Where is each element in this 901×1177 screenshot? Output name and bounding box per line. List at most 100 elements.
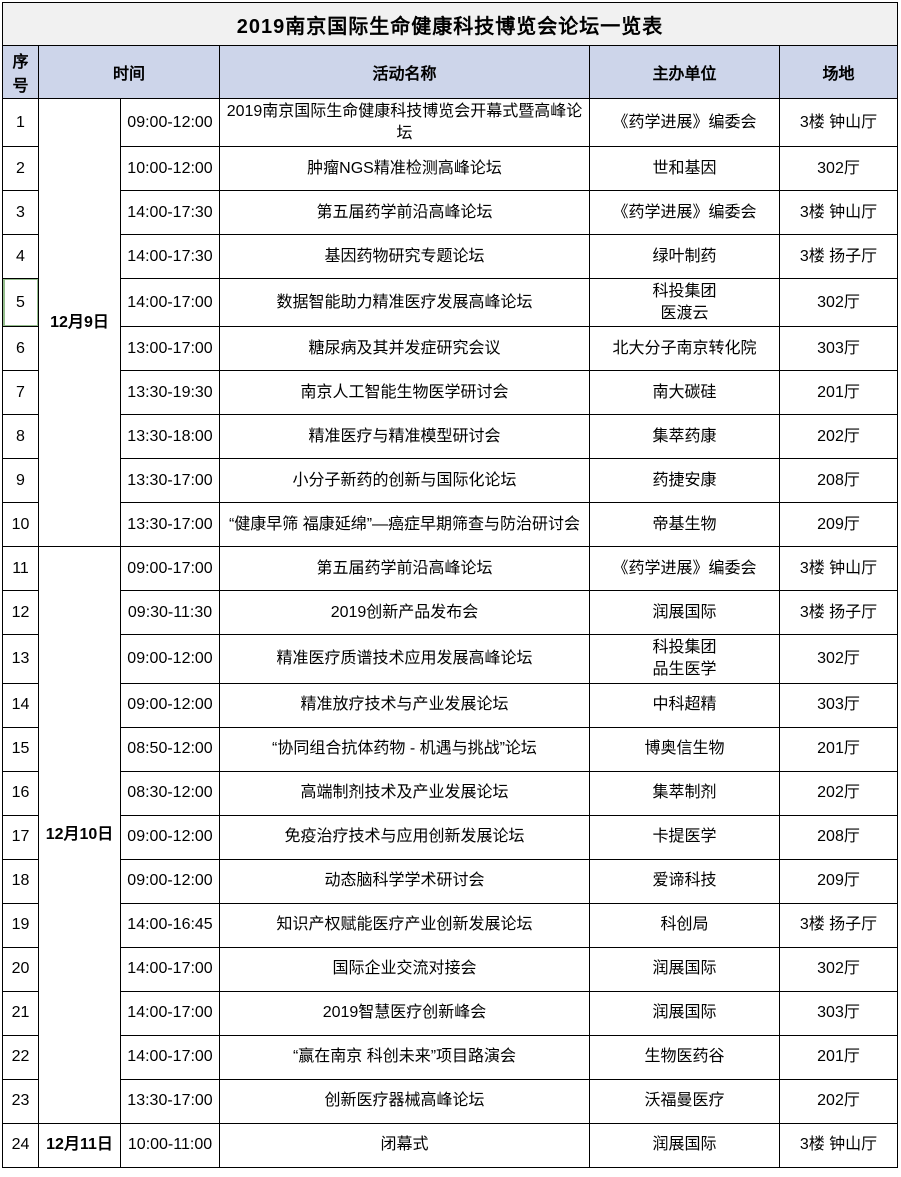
cell-time: 13:30-18:00	[120, 414, 220, 460]
cell-venue: 208厅	[779, 458, 898, 504]
cell-seq: 24	[2, 1122, 39, 1168]
cell-seq: 21	[2, 990, 39, 1036]
cell-date: 12月9日	[38, 97, 121, 548]
cell-organizer: 科投集团 品生医学	[589, 634, 780, 684]
cell-time: 14:00-17:00	[120, 278, 220, 328]
cell-organizer: 《药学进展》编委会	[589, 546, 780, 592]
cell-time: 08:30-12:00	[120, 770, 220, 816]
cell-organizer: 《药学进展》编委会	[589, 190, 780, 236]
cell-time: 13:00-17:00	[120, 326, 220, 372]
cell-activity: 精准放疗技术与产业发展论坛	[219, 682, 590, 728]
cell-seq: 13	[2, 634, 39, 684]
cell-seq: 7	[2, 370, 39, 416]
table-row: 2 10:00-12:00 肿瘤NGS精准检测高峰论坛 世和基因 302厅	[2, 146, 898, 192]
cell-time: 14:00-17:30	[120, 190, 220, 236]
column-header-activity: 活动名称	[219, 45, 590, 99]
cell-organizer: 集萃制剂	[589, 770, 780, 816]
cell-organizer: 绿叶制药	[589, 234, 780, 280]
table-row: 19 14:00-16:45 知识产权赋能医疗产业创新发展论坛 科创局 3楼 扬子厅	[2, 902, 898, 948]
cell-organizer: 卡提医学	[589, 814, 780, 860]
table-row: 18 09:00-12:00 动态脑科学学术研讨会 爱谛科技 209厅	[2, 858, 898, 904]
cell-date: 12月10日	[38, 546, 121, 1124]
cell-venue: 303厅	[779, 990, 898, 1036]
cell-venue: 302厅	[779, 634, 898, 684]
cell-venue: 3楼 扬子厅	[779, 902, 898, 948]
cell-seq: 5	[2, 278, 39, 328]
table-row: 13 09:00-12:00 精准医疗质谱技术应用发展高峰论坛 科投集团 品生医学 30…	[2, 634, 898, 684]
cell-organizer: 集萃药康	[589, 414, 780, 460]
cell-activity: 数据智能助力精准医疗发展高峰论坛	[219, 278, 590, 328]
table-row: 14 09:00-12:00 精准放疗技术与产业发展论坛 中科超精 303厅	[2, 682, 898, 728]
cell-activity: “协同组合抗体药物 - 机遇与挑战”论坛	[219, 726, 590, 772]
cell-organizer: 科创局	[589, 902, 780, 948]
cell-seq: 18	[2, 858, 39, 904]
table-row: 17 09:00-12:00 免疫治疗技术与应用创新发展论坛 卡提医学 208厅	[2, 814, 898, 860]
cell-activity: 知识产权赋能医疗产业创新发展论坛	[219, 902, 590, 948]
cell-activity: 肿瘤NGS精准检测高峰论坛	[219, 146, 590, 192]
table-row: 7 13:30-19:30 南京人工智能生物医学研讨会 南大碳硅 201厅	[2, 370, 898, 416]
cell-activity: 小分子新药的创新与国际化论坛	[219, 458, 590, 504]
cell-time: 09:00-12:00	[120, 634, 220, 684]
table-row: 6 13:00-17:00 糖尿病及其并发症研究会议 北大分子南京转化院 303厅	[2, 326, 898, 372]
cell-activity: 高端制剂技术及产业发展论坛	[219, 770, 590, 816]
column-header-time: 时间	[38, 45, 220, 99]
cell-time: 14:00-17:30	[120, 234, 220, 280]
cell-activity: 动态脑科学学术研讨会	[219, 858, 590, 904]
cell-activity: 南京人工智能生物医学研讨会	[219, 370, 590, 416]
table-row: 11 12月10日 09:00-17:00 第五届药学前沿高峰论坛 《药学进展》编委会 3…	[2, 546, 898, 1124]
cell-time: 13:30-17:00	[120, 1078, 220, 1124]
cell-venue: 3楼 钟山厅	[779, 546, 898, 592]
cell-venue: 303厅	[779, 682, 898, 728]
cell-venue: 3楼 钟山厅	[779, 1122, 898, 1168]
cell-seq: 17	[2, 814, 39, 860]
cell-time: 09:00-12:00	[120, 682, 220, 728]
column-header-seq: 序号	[2, 45, 39, 99]
cell-organizer: 南大碳硅	[589, 370, 780, 416]
cell-seq: 6	[2, 326, 39, 372]
cell-seq: 3	[2, 190, 39, 236]
cell-seq: 9	[2, 458, 39, 504]
table-row: 8 13:30-18:00 精准医疗与精准模型研讨会 集萃药康 202厅	[2, 414, 898, 460]
table-row: 3 14:00-17:30 第五届药学前沿高峰论坛 《药学进展》编委会 3楼 钟山厅	[2, 190, 898, 236]
cell-activity: 精准医疗与精准模型研讨会	[219, 414, 590, 460]
cell-organizer: 爱谛科技	[589, 858, 780, 904]
table-row: 15 08:50-12:00 “协同组合抗体药物 - 机遇与挑战”论坛 博奥信生物 20…	[2, 726, 898, 772]
cell-seq: 4	[2, 234, 39, 280]
cell-organizer: 科投集团 医渡云	[589, 278, 780, 328]
cell-seq: 16	[2, 770, 39, 816]
cell-venue: 3楼 钟山厅	[779, 97, 898, 148]
table-row: 12 09:30-11:30 2019创新产品发布会 润展国际 3楼 扬子厅	[2, 590, 898, 636]
cell-venue: 3楼 扬子厅	[779, 590, 898, 636]
cell-time: 09:00-12:00	[120, 814, 220, 860]
cell-venue: 209厅	[779, 502, 898, 548]
cell-venue: 303厅	[779, 326, 898, 372]
cell-seq: 23	[2, 1078, 39, 1124]
cell-time: 14:00-16:45	[120, 902, 220, 948]
cell-time: 09:00-12:00	[120, 858, 220, 904]
cell-time: 08:50-12:00	[120, 726, 220, 772]
cell-organizer: 润展国际	[589, 1122, 780, 1168]
table-row: 16 08:30-12:00 高端制剂技术及产业发展论坛 集萃制剂 202厅	[2, 770, 898, 816]
cell-venue: 302厅	[779, 278, 898, 328]
cell-time: 10:00-12:00	[120, 146, 220, 192]
cell-organizer: 世和基因	[589, 146, 780, 192]
cell-seq: 14	[2, 682, 39, 728]
cell-time: 13:30-17:00	[120, 458, 220, 504]
cell-activity: “赢在南京 科创未来”项目路演会	[219, 1034, 590, 1080]
title-row: 2019南京国际生命健康科技博览会论坛一览表	[2, 2, 898, 46]
cell-seq: 12	[2, 590, 39, 636]
cell-seq: 2	[2, 146, 39, 192]
cell-activity: 精准医疗质谱技术应用发展高峰论坛	[219, 634, 590, 684]
cell-time: 10:00-11:00	[120, 1122, 220, 1168]
cell-organizer: 生物医药谷	[589, 1034, 780, 1080]
cell-seq: 8	[2, 414, 39, 460]
column-header-organizer: 主办单位	[589, 45, 780, 99]
table-row: 24 12月11日 10:00-11:00 闭幕式 润展国际 3楼 钟山厅	[2, 1122, 898, 1168]
table-row: 9 13:30-17:00 小分子新药的创新与国际化论坛 药捷安康 208厅	[2, 458, 898, 504]
cell-venue: 202厅	[779, 1078, 898, 1124]
cell-venue: 201厅	[779, 726, 898, 772]
cell-venue: 202厅	[779, 770, 898, 816]
cell-organizer: 润展国际	[589, 946, 780, 992]
cell-activity: 糖尿病及其并发症研究会议	[219, 326, 590, 372]
